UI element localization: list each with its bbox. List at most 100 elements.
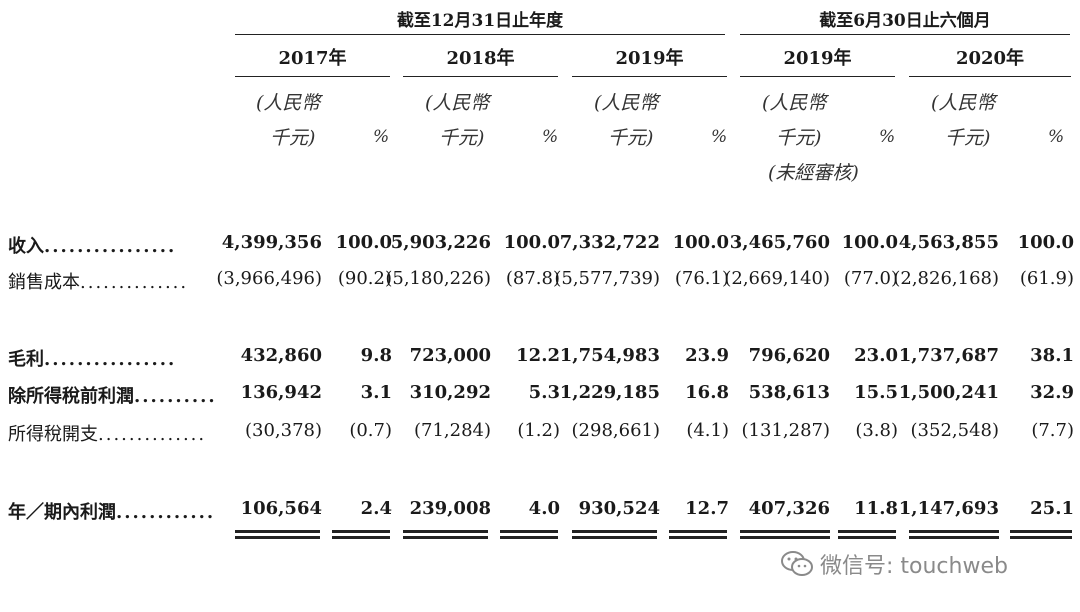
unit-header: 千元) <box>608 127 654 149</box>
percent-cell: 12.2 <box>516 345 560 366</box>
amount-cell: (5,180,226) <box>385 268 491 289</box>
percent-cell: (90.2) <box>337 268 392 289</box>
group-header-annual: 截至12月31日止年度 <box>396 11 564 31</box>
year-rule-2020-h1 <box>909 76 1071 77</box>
leader-dots: ................ <box>44 349 177 370</box>
unit-header: (人民幣 <box>256 92 321 114</box>
percent-cell: (61.9) <box>1019 268 1074 289</box>
percent-header: % <box>879 127 896 147</box>
percent-cell: 23.0 <box>854 345 898 366</box>
row-label-text: 年／期內利潤 <box>8 502 116 523</box>
unaudited-note: (未經審核) <box>768 162 859 184</box>
row-label-text: 銷售成本 <box>8 272 80 293</box>
amount-cell: (5,577,739) <box>554 268 660 289</box>
amount-cell: 1,737,687 <box>898 345 999 366</box>
percent-header: % <box>373 127 390 147</box>
amount-cell: 5,903,226 <box>390 232 491 253</box>
amount-cell: (2,826,168) <box>893 268 999 289</box>
percent-cell: (7.7) <box>1031 420 1074 441</box>
unit-header: 千元) <box>945 127 991 149</box>
percent-cell: 5.3 <box>528 382 560 403</box>
unit-header: (人民幣 <box>425 92 490 114</box>
leader-dots: ............ <box>116 502 216 523</box>
percent-cell: 12.7 <box>685 498 729 519</box>
leader-dots: .............. <box>80 272 189 293</box>
percent-header: % <box>542 127 559 147</box>
row-label-text: 收入 <box>8 236 44 257</box>
amount-cell: (131,287) <box>741 420 830 441</box>
percent-cell: (4.1) <box>686 420 729 441</box>
percent-cell: 100.0 <box>672 232 729 253</box>
amount-cell: 239,008 <box>409 498 491 519</box>
amount-cell: 3,465,760 <box>729 232 830 253</box>
amount-cell: 538,613 <box>748 382 830 403</box>
amount-cell: 310,292 <box>409 382 491 403</box>
double-underline <box>500 530 558 539</box>
amount-cell: 136,942 <box>240 382 322 403</box>
year-header-2019-h1: 2019年 <box>783 48 852 69</box>
percent-header: % <box>1048 127 1065 147</box>
percent-cell: 100.0 <box>335 232 392 253</box>
percent-cell: 38.1 <box>1030 345 1074 366</box>
watermark-text: 微信号: touchweb <box>820 554 1008 579</box>
row-label: 銷售成本.............. <box>8 268 188 294</box>
unit-header: 千元) <box>776 127 822 149</box>
percent-cell: (77.0) <box>843 268 898 289</box>
unit-header: (人民幣 <box>594 92 659 114</box>
year-rule-2019 <box>572 76 727 77</box>
amount-cell: (352,548) <box>910 420 999 441</box>
amount-cell: 432,860 <box>240 345 322 366</box>
year-rule-2019-h1 <box>740 76 895 77</box>
leader-dots: ................ <box>44 236 177 257</box>
percent-cell: 25.1 <box>1030 498 1074 519</box>
percent-cell: 2.4 <box>360 498 392 519</box>
double-underline <box>572 530 657 539</box>
amount-cell: (3,966,496) <box>216 268 322 289</box>
percent-cell: 100.0 <box>1017 232 1074 253</box>
row-label-text: 所得稅開支 <box>8 424 98 445</box>
amount-cell: 1,147,693 <box>898 498 999 519</box>
amount-cell: 1,500,241 <box>898 382 999 403</box>
amount-cell: 1,754,983 <box>559 345 660 366</box>
year-header-2019: 2019年 <box>615 48 684 69</box>
group-rule-annual <box>235 34 725 35</box>
year-header-2017: 2017年 <box>278 48 347 69</box>
row-label-text: 除所得稅前利潤 <box>8 386 134 407</box>
percent-cell: 15.5 <box>854 382 898 403</box>
percent-cell: 32.9 <box>1030 382 1074 403</box>
percent-cell: (3.8) <box>855 420 898 441</box>
double-underline <box>235 530 320 539</box>
amount-cell: (2,669,140) <box>724 268 830 289</box>
amount-cell: (30,378) <box>244 420 322 441</box>
wechat-icon <box>781 551 813 576</box>
row-label: 所得稅開支.............. <box>8 420 206 446</box>
leader-dots: .............. <box>98 424 207 445</box>
amount-cell: 796,620 <box>748 345 830 366</box>
unit-header: 千元) <box>439 127 485 149</box>
leader-dots: .......... <box>134 386 217 407</box>
amount-cell: 407,326 <box>748 498 830 519</box>
group-rule-halfyear <box>740 34 1070 35</box>
year-rule-2018 <box>403 76 558 77</box>
year-header-2018: 2018年 <box>446 48 515 69</box>
amount-cell: 723,000 <box>409 345 491 366</box>
amount-cell: 1,229,185 <box>559 382 660 403</box>
percent-cell: (1.2) <box>517 420 560 441</box>
amount-cell: 106,564 <box>240 498 322 519</box>
group-header-halfyear: 截至6月30日止六個月 <box>819 11 991 31</box>
row-label: 除所得稅前利潤.......... <box>8 382 217 408</box>
row-label: 年／期內利潤............ <box>8 498 215 524</box>
percent-cell: (76.1) <box>674 268 729 289</box>
percent-cell: 11.8 <box>854 498 898 519</box>
amount-cell: (71,284) <box>413 420 491 441</box>
double-underline <box>838 530 896 539</box>
double-underline <box>909 530 999 539</box>
double-underline <box>1010 530 1072 539</box>
amount-cell: 4,563,855 <box>898 232 999 253</box>
percent-cell: (0.7) <box>349 420 392 441</box>
amount-cell: 4,399,356 <box>221 232 322 253</box>
year-header-2020-h1: 2020年 <box>955 48 1025 69</box>
percent-cell: 23.9 <box>685 345 729 366</box>
unit-header: (人民幣 <box>931 92 996 114</box>
